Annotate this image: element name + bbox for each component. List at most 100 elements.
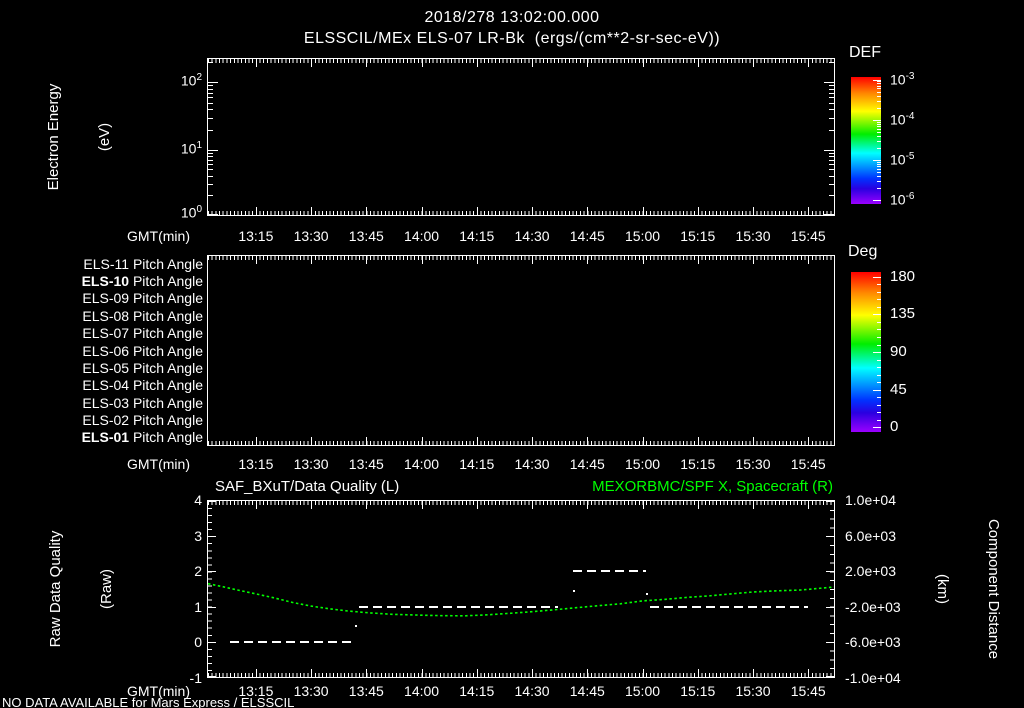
x-major-tick [808,437,810,445]
colorbar-minor-tick [877,329,881,331]
def-colorbar-title: DEF [849,44,881,61]
colorbar-minor-tick [877,163,881,165]
pitch-row-label: ELS-08 Pitch Angle [82,307,203,324]
y-minor-tick [208,102,213,104]
x-major-tick [255,437,257,445]
x-major-tick [366,669,368,677]
x-major-tick [366,207,368,215]
y-minor-tick [829,102,834,104]
colorbar-minor-tick [877,131,881,133]
x-major-tick [255,256,257,264]
x-major-tick [697,207,699,215]
distance-y-tick-label: 2.0e+03 [845,563,896,580]
x-major-tick [476,256,478,264]
y-major-tick [826,571,834,573]
colorbar-minor-tick [877,121,881,123]
colorbar-minor-tick [877,291,881,293]
x-major-tick [808,59,810,67]
x-major-tick [311,437,313,445]
y-major-tick [208,606,216,608]
colorbar-minor-tick [877,359,881,361]
x-major-tick [255,669,257,677]
x-major-tick [255,501,257,509]
colorbar-minor-tick [877,125,881,127]
x-tick-label-row1: 15:30 [735,228,771,244]
y-minor-tick [208,92,213,94]
x-major-tick [311,501,313,509]
x-major-tick [421,59,423,67]
colorbar-minor-tick [877,147,881,149]
x-major-tick [642,669,644,677]
colorbar-minor-tick [877,88,881,90]
x-major-tick [421,256,423,264]
quality-transition-dot [355,624,358,627]
x-tick-label-row2: 13:30 [293,456,329,472]
def-colorbar-tick-label: 10-4 [890,110,915,128]
x-tick-label-row2: 15:15 [680,456,716,472]
x-tick-label-row2: 15:00 [624,456,661,472]
status-bar: NO DATA AVAILABLE for Mars Express / ELS… [2,695,295,708]
quality-step-segment [572,570,647,573]
x-major-tick [421,501,423,509]
colorbar-minor-tick [877,419,881,421]
x-major-tick [697,256,699,264]
x-minor-ticks-bottom [208,673,834,677]
y-major-tick [824,82,834,83]
x-tick-label-row2: 15:45 [790,456,826,472]
x-minor-ticks-top [208,501,834,505]
x-major-tick [366,437,368,445]
pitch-row-label: ELS-01 Pitch Angle [81,429,203,446]
colorbar-minor-tick [877,85,881,87]
quality-y-tick-label: 3 [194,527,202,544]
x-major-tick [255,207,257,215]
x-major-tick [697,501,699,509]
colorbar-minor-tick [877,128,881,130]
colorbar-minor-tick [877,337,881,338]
energy-y-tick-label: 100 [180,204,202,221]
x-major-tick [532,256,533,264]
energy-spectrogram-panel [207,58,835,216]
y-minor-tick [208,159,213,161]
spacecraft-series-title: MEXORBMC/SPF X, Spacecraft (R) [592,478,833,495]
y-major-tick [824,150,834,151]
y-major-tick [208,676,216,677]
x-major-tick [753,669,754,677]
x-major-tick [311,669,313,677]
y-minor-tick [208,97,213,99]
y-minor-tick [829,156,834,158]
pitch-row-label: ELS-06 Pitch Angle [82,342,203,359]
x-major-tick [476,207,478,215]
colorbar-minor-tick [877,181,881,182]
colorbar-major-tick [873,314,881,316]
x-major-tick [421,437,423,445]
energy-axis-label: Electron Energy (eV) [45,83,113,191]
def-colorbar [851,77,881,204]
colorbar-minor-tick [877,172,881,174]
deg-colorbar-title: Deg [848,243,878,260]
x-major-tick [532,501,533,509]
x-tick-label-row3: 15:15 [680,683,716,699]
colorbar-minor-tick [877,306,881,308]
y-minor-tick [829,85,834,87]
colorbar-major-tick [873,276,881,278]
distance-y-tick-label: -1.0e+04 [845,670,901,686]
colorbar-minor-tick [877,166,881,168]
y-minor-tick [829,117,834,119]
x-major-tick [532,59,533,67]
quality-y-tick-label: 4 [194,492,202,508]
y-minor-tick [208,129,213,131]
pitch-row-label: ELS-07 Pitch Angle [82,325,203,342]
x-tick-label-row2: 15:30 [735,456,771,472]
x-major-tick [587,669,589,677]
colorbar-minor-tick [877,284,881,286]
x-major-tick [476,501,478,509]
quality-y-tick-label: 1 [194,598,202,615]
colorbar-minor-tick [877,100,881,102]
y-minor-tick [829,92,834,94]
x-tick-label-row3: 15:30 [735,683,771,699]
colorbar-minor-tick [877,161,881,163]
x-major-tick [311,256,313,264]
y-minor-tick [208,117,213,119]
quality-transition-dot [572,589,575,592]
